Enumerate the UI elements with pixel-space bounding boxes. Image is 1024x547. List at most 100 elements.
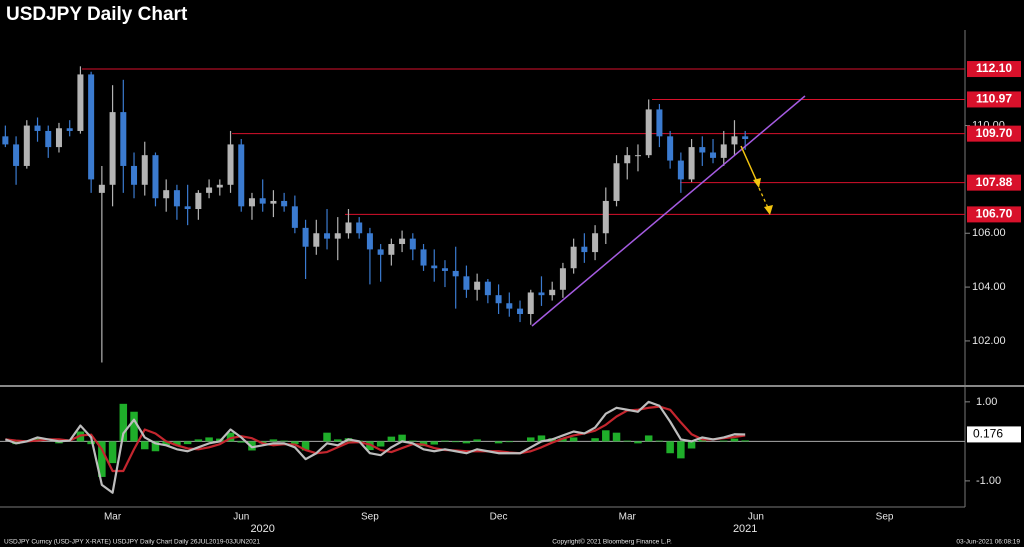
histogram-bar (398, 434, 406, 442)
histogram-bar (323, 432, 331, 442)
x-year-label: 2020 (250, 523, 274, 535)
candle-body (495, 295, 502, 304)
histogram-bar (462, 441, 471, 444)
candle-body (206, 187, 213, 193)
histogram-bar (237, 441, 246, 443)
histogram-bar (280, 440, 288, 442)
candle-body (538, 292, 545, 296)
candle-body (227, 144, 234, 185)
histogram-bar (505, 441, 514, 443)
candle-body (120, 112, 127, 166)
candle-body (324, 233, 331, 239)
candle-body (613, 163, 620, 201)
level-label: 107.88 (976, 175, 1013, 189)
candle-body (163, 190, 170, 199)
histogram-bar (644, 435, 653, 442)
trend-line (531, 95, 806, 327)
candle-body (98, 184, 105, 193)
y2-tick-label: -1.00 (976, 475, 1001, 487)
histogram-bar (98, 441, 106, 477)
candle-body (677, 160, 684, 180)
histogram-bar (291, 441, 299, 445)
histogram-bar (140, 441, 149, 450)
level-label: 106.70 (976, 207, 1013, 221)
x-tick-label: Sep (361, 512, 379, 523)
candle-body (77, 74, 84, 131)
y-tick-label: 106.00 (972, 227, 1006, 239)
candle-body (570, 246, 577, 269)
histogram-bar (634, 441, 642, 444)
candle-body (463, 276, 470, 290)
histogram-bar (108, 441, 117, 464)
candle-body (45, 130, 52, 148)
candle-body (742, 136, 749, 140)
x-tick-label: Mar (104, 512, 122, 523)
candle-body (656, 109, 663, 137)
x-tick-label: Sep (876, 512, 894, 523)
histogram-bar (537, 435, 546, 442)
histogram-bar (451, 441, 460, 443)
candle-body (399, 238, 406, 245)
candle-body (216, 184, 223, 188)
candle-body (559, 268, 566, 290)
histogram-bar (494, 441, 503, 444)
histogram-bar (151, 441, 160, 452)
candle-body (259, 198, 266, 204)
indicator-line (4, 400, 746, 494)
candle-body (281, 200, 288, 207)
histogram-bar (173, 441, 181, 446)
candle-body (291, 206, 298, 228)
candle-body (624, 155, 631, 164)
last-value-box (967, 426, 1021, 443)
candle-body (195, 192, 202, 210)
plot: Mar Jun Sep Dec Mar Jun Sep 2020 2021 102.00 104.0… (0, 61, 1021, 535)
histogram-bar (409, 440, 417, 442)
candle-body (152, 155, 159, 199)
candle-body (109, 112, 116, 185)
histogram-bar (226, 432, 235, 442)
histogram-bar (602, 430, 610, 442)
level-label: 112.10 (976, 61, 1012, 75)
candle-body (88, 74, 95, 180)
candle-body (313, 233, 320, 247)
histogram-bar (183, 441, 192, 445)
candle-body (334, 233, 341, 239)
histogram-bar (119, 403, 128, 442)
candle-body (549, 289, 556, 296)
candle-body (173, 190, 180, 207)
candle-body (474, 281, 481, 290)
candle-body (720, 144, 727, 158)
chart-title: USDJPY Daily Chart (6, 4, 188, 25)
candle-body (377, 249, 384, 255)
candle-body (66, 128, 73, 131)
level-label-box (967, 61, 1021, 78)
histogram-bar (655, 440, 664, 442)
candle-body (581, 246, 588, 253)
candle-body (23, 125, 30, 166)
histogram-bar (269, 439, 278, 442)
level-label-box (967, 125, 1021, 142)
histogram-bar (301, 441, 310, 451)
x-tick-label: Jun (748, 512, 764, 523)
indicator-line (5, 405, 746, 473)
histogram-bar (376, 441, 385, 447)
footer-center: Copyright© 2021 Bloomberg Finance L.P. (552, 538, 672, 546)
candle-body (356, 222, 363, 234)
histogram-bar (194, 439, 203, 442)
histogram-bar (623, 440, 632, 442)
candle-body (184, 206, 191, 210)
histogram-bar (162, 441, 170, 446)
histogram-bar (666, 441, 674, 454)
candle-body (431, 265, 438, 269)
candle-body (517, 308, 524, 315)
histogram-bar (205, 437, 213, 442)
candle-body (141, 155, 148, 185)
candle-body (645, 109, 652, 156)
candle-body (345, 222, 352, 234)
candle-body (634, 155, 641, 157)
level-label-box (967, 174, 1021, 191)
candle-body (527, 292, 534, 315)
histogram-bar (719, 440, 728, 442)
candle-body (2, 136, 9, 145)
